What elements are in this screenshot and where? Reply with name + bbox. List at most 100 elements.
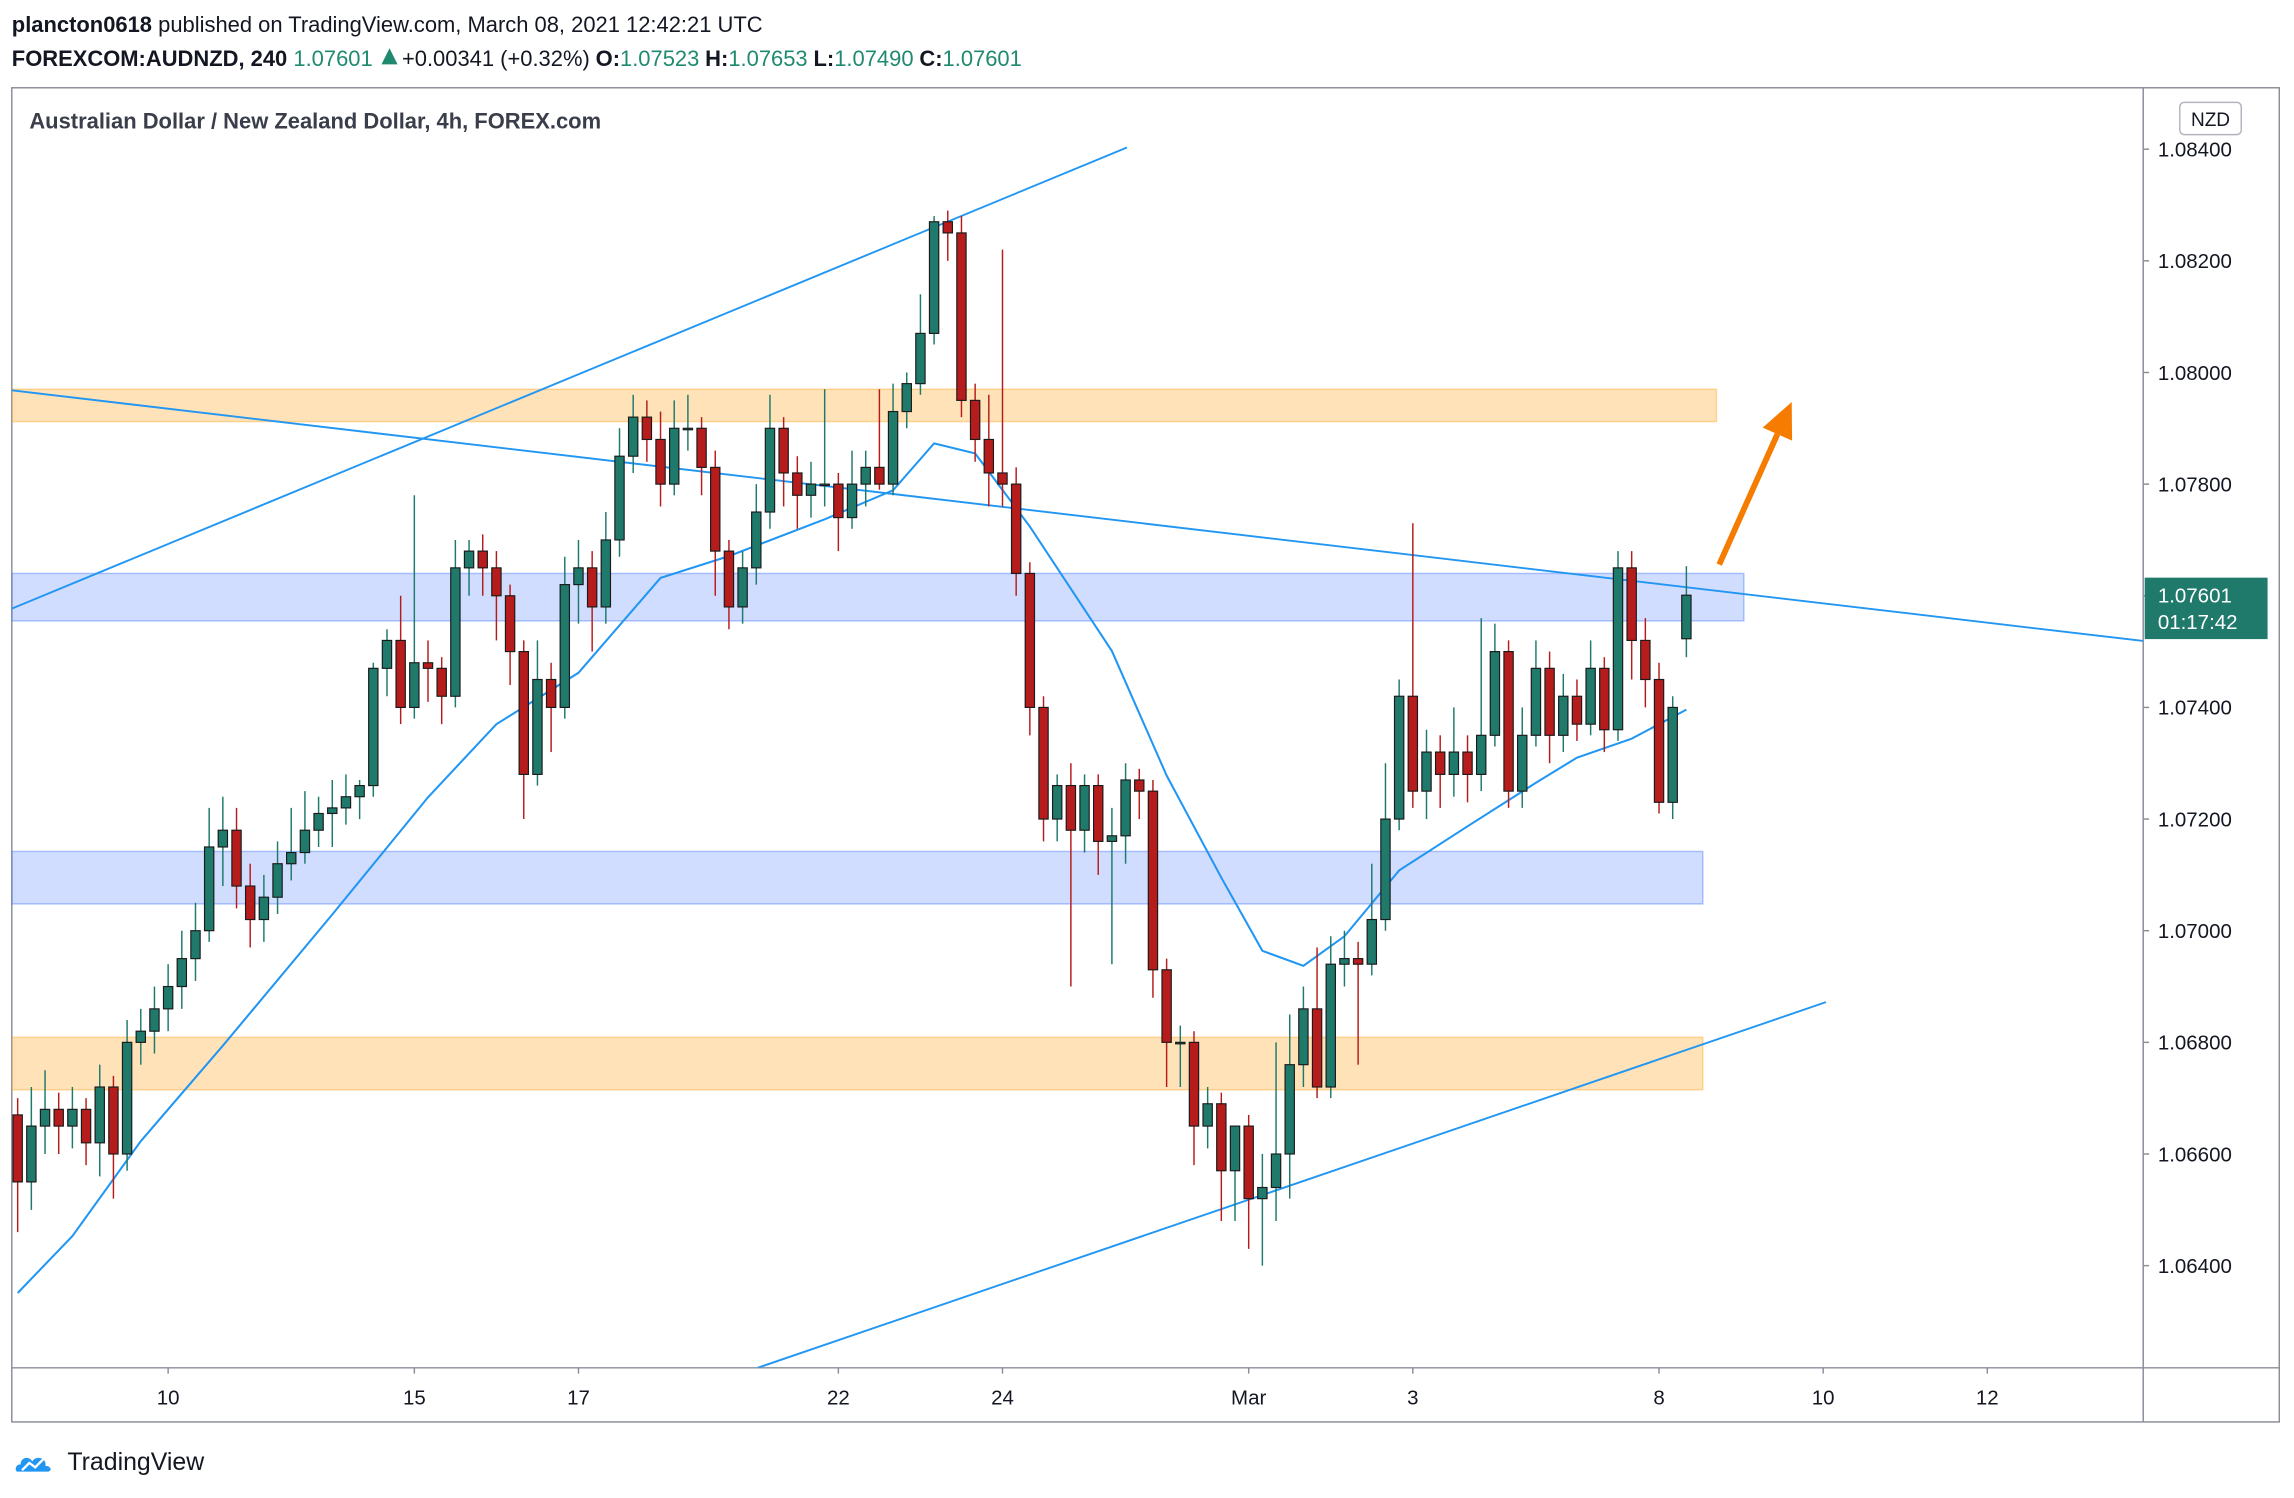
y-tick-label: 1.07400: [2158, 697, 2232, 720]
zone: [11, 850, 1704, 905]
candle-body: [450, 567, 461, 697]
candle-body: [1229, 1125, 1241, 1172]
high-label: H:: [705, 46, 728, 71]
candle-body: [819, 483, 830, 487]
close-value: 1.07601: [943, 46, 1022, 71]
candle-body: [286, 851, 297, 865]
candle-body: [381, 639, 393, 669]
candle-body: [641, 416, 653, 441]
candle-body: [969, 399, 981, 441]
candle-body: [1325, 963, 1336, 1088]
candle-body: [1612, 567, 1624, 731]
y-tick-label: 1.08000: [2158, 362, 2232, 385]
candle-body: [1216, 1103, 1227, 1172]
candle-body: [1134, 779, 1145, 792]
candle-body: [518, 651, 529, 775]
y-tick-label: 1.07000: [2158, 920, 2232, 943]
candle-body: [1161, 969, 1172, 1043]
candle-body: [1038, 706, 1049, 820]
arrow-head: [1762, 402, 1793, 441]
candle-body: [805, 483, 817, 496]
candle-body: [1544, 667, 1555, 736]
x-tick-label: 24: [991, 1386, 1014, 1409]
candle-body: [39, 1108, 51, 1127]
candle-body: [1298, 1008, 1309, 1066]
candle-body: [26, 1125, 37, 1183]
candle-body: [108, 1086, 119, 1155]
candle-body: [1010, 483, 1022, 575]
published: published on TradingView.com, March 08, …: [158, 12, 762, 37]
candle-body: [327, 807, 338, 815]
trendline: [11, 146, 1128, 610]
author: plancton0618: [12, 12, 152, 37]
candle-body: [778, 427, 789, 474]
candle-body: [1380, 818, 1391, 921]
candle-body: [477, 550, 488, 569]
candle-body: [313, 812, 324, 831]
candle-body: [354, 784, 365, 798]
x-tick-label: 3: [1407, 1386, 1418, 1409]
candle-body: [217, 829, 229, 848]
x-tick-label: 17: [567, 1386, 590, 1409]
candle-body: [491, 567, 502, 597]
candle-body: [1270, 1153, 1282, 1189]
last-price-label: 1.07601: [2158, 585, 2232, 608]
candle-body: [614, 455, 625, 541]
candle-body: [751, 511, 762, 569]
candle-body: [272, 863, 283, 898]
brand: TradingView: [67, 1448, 205, 1476]
candle-body: [997, 472, 1008, 485]
currency-box: [2179, 101, 2242, 136]
candle-body: [1462, 751, 1473, 775]
x-tick-label: 10: [157, 1386, 180, 1409]
trendline: [11, 389, 2144, 642]
candle-body: [176, 958, 188, 988]
candle-body: [1558, 695, 1569, 736]
x-tick-label: 8: [1653, 1386, 1664, 1409]
candle-body: [1667, 706, 1678, 803]
candle-body: [682, 427, 694, 431]
y-tick-label: 1.07200: [2158, 808, 2232, 831]
axes: 1.084001.082001.080001.078001.076001.074…: [157, 138, 2268, 1409]
candle-body: [764, 427, 776, 513]
candle-body: [1051, 784, 1063, 820]
candle-body: [1599, 667, 1610, 731]
candle-body: [1366, 918, 1378, 965]
candle-body: [696, 427, 707, 468]
candle-body: [1092, 784, 1104, 842]
candle-body: [1448, 751, 1460, 775]
candle-body: [422, 662, 434, 669]
candle-body: [915, 332, 926, 385]
candle-body: [1475, 734, 1487, 775]
candle-body: [1257, 1186, 1268, 1200]
candle-body: [409, 662, 420, 708]
candle-body: [231, 829, 242, 887]
candle-body: [1653, 678, 1665, 803]
candle-body: [942, 221, 954, 234]
candle-body: [121, 1041, 133, 1155]
x-tick-label: Mar: [1231, 1386, 1266, 1409]
publish-line: plancton0618 published on TradingView.co…: [12, 12, 763, 37]
logo-line: [21, 1457, 45, 1472]
y-tick-label: 1.06600: [2158, 1143, 2232, 1166]
symbol-line: FOREXCOM:AUDNZD, 240 1.07601 +0.00341 (+0…: [12, 46, 1022, 71]
candle-body: [1175, 1041, 1186, 1045]
zone: [11, 1036, 1704, 1091]
candle-body: [299, 829, 311, 854]
candle-body: [532, 678, 543, 775]
candle-body: [928, 221, 940, 334]
candle-body: [1407, 695, 1419, 792]
candle-body: [874, 466, 885, 485]
candle-body: [710, 466, 721, 552]
y-tick-label: 1.06400: [2158, 1255, 2232, 1278]
candle-body: [1188, 1041, 1200, 1127]
candle-body: [1489, 651, 1501, 736]
y-tick-label: 1.08200: [2158, 250, 2232, 273]
candle-body: [53, 1108, 64, 1127]
candle-body: [1079, 784, 1090, 831]
y-tick-label: 1.07800: [2158, 473, 2232, 496]
candle-body: [1517, 734, 1528, 792]
candle-body: [1243, 1125, 1254, 1200]
up-triangle: [381, 48, 398, 65]
